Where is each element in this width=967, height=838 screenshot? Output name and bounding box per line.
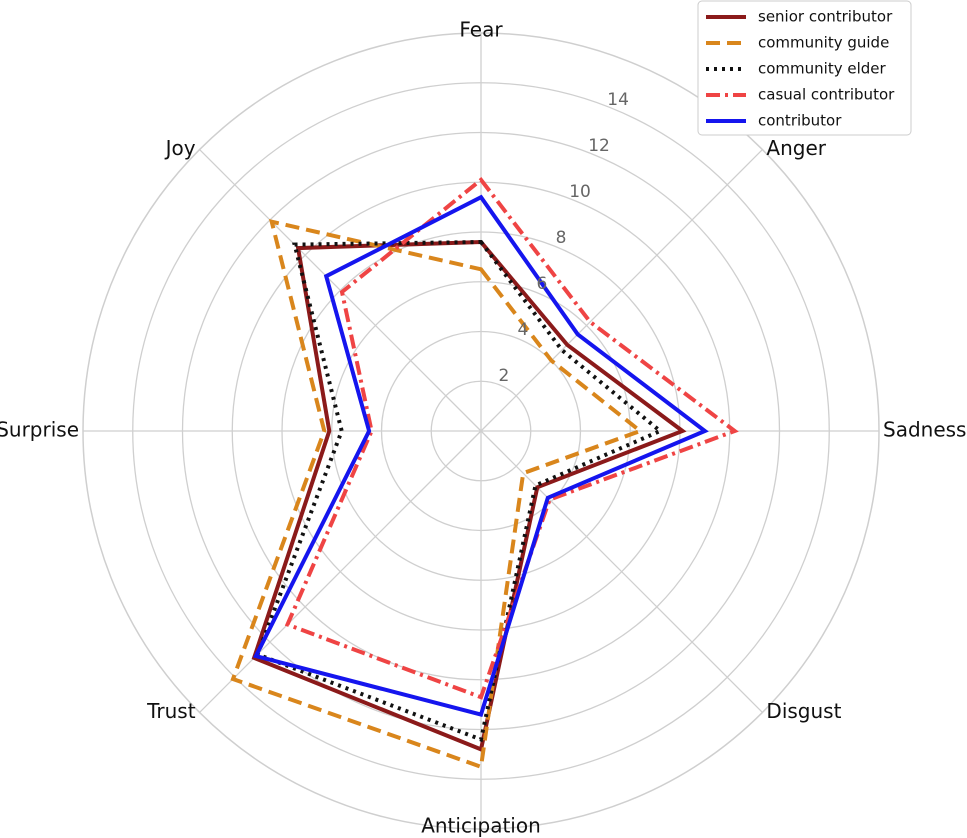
series-line [251, 239, 687, 753]
spoke [199, 149, 482, 432]
category-label: Anger [766, 136, 826, 160]
legend-label: casual contributor [758, 86, 895, 104]
r-tick-label: 8 [556, 228, 567, 248]
series-line [255, 239, 664, 743]
r-tick-label: 14 [607, 90, 629, 110]
category-label: Trust [146, 699, 196, 723]
r-tick-label: 10 [569, 182, 591, 202]
spoke [480, 149, 763, 432]
legend: senior contributor community guide communi… [697, 0, 912, 136]
spoke [199, 430, 482, 713]
category-label: Joy [164, 136, 196, 160]
series-line [253, 194, 709, 718]
legend-box [697, 0, 912, 136]
legend-label: community guide [758, 34, 889, 52]
legend-label: senior contributor [758, 8, 893, 26]
series-line [284, 176, 739, 700]
category-label: Anticipation [421, 814, 541, 838]
legend-label: contributor [758, 112, 842, 130]
spoke [480, 430, 763, 713]
category-label: Sadness [883, 418, 966, 442]
r-tick-label: 12 [588, 136, 610, 156]
legend-label: community elder [758, 60, 887, 78]
series-line [230, 219, 645, 770]
category-label: Fear [459, 18, 503, 42]
r-tick-label: 6 [537, 274, 548, 294]
category-label: Surprise [0, 418, 79, 442]
outer-ring [82, 32, 880, 830]
r-tick-label: 4 [517, 320, 528, 340]
r-tick-label: 2 [498, 366, 509, 386]
category-label: Disgust [766, 699, 841, 723]
